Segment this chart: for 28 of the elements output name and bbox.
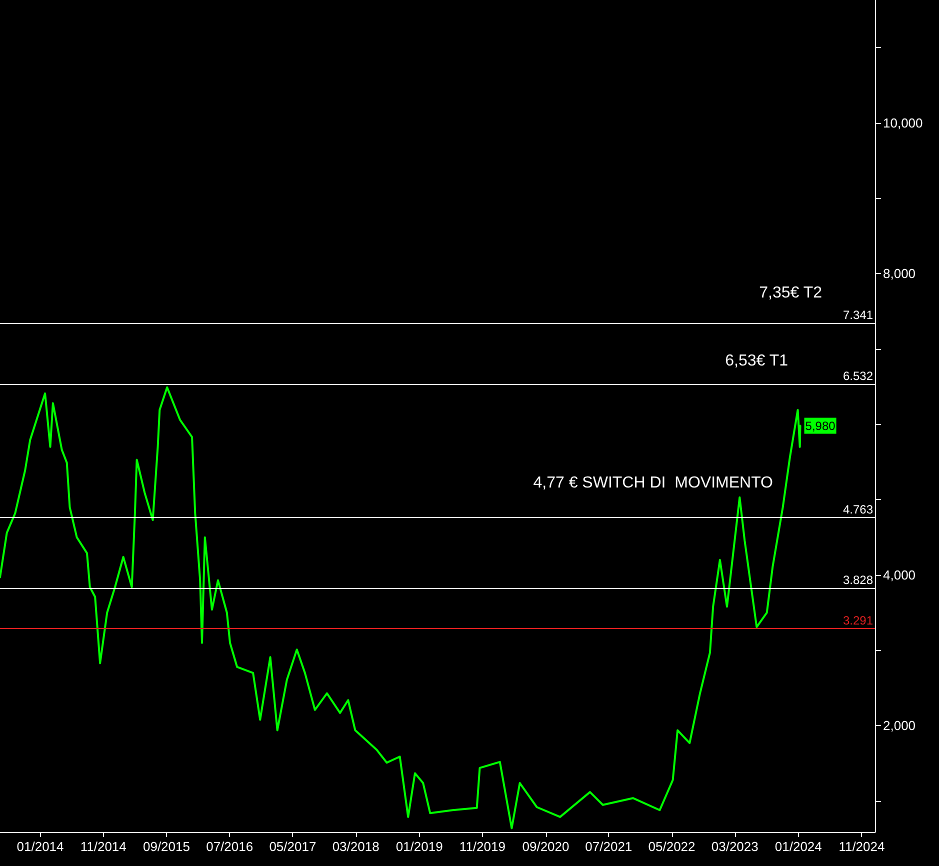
x-tick-label: 09/2020 xyxy=(522,839,570,854)
x-tick-label: 11/2014 xyxy=(80,839,126,854)
annotation: 4.763 xyxy=(842,502,874,517)
annotation: 6.532 xyxy=(842,369,874,384)
x-tick-label: 07/2016 xyxy=(206,839,254,854)
line-series xyxy=(0,386,802,830)
x-tick-label: 05/2022 xyxy=(648,839,696,854)
annotation: 6,53€ T1 xyxy=(725,352,788,370)
x-tick-label: 01/2014 xyxy=(16,839,64,854)
annotation: 4,77 € SWITCH DI MOVIMENTO xyxy=(533,474,773,492)
y-tick-label: 4,000 xyxy=(883,568,916,583)
x-tick-label: 07/2021 xyxy=(585,839,632,854)
x-tick-label: 03/2018 xyxy=(332,839,380,854)
x-tick-label: 09/2015 xyxy=(142,839,190,854)
y-tick-label: 8,000 xyxy=(883,266,916,282)
x-tick-label: 03/2023 xyxy=(711,839,758,854)
x-tick-label: 05/2017 xyxy=(269,839,316,854)
annotation: 7.341 xyxy=(842,308,874,322)
data-label: 5,980 xyxy=(805,418,836,433)
y-tick-label: 10,000 xyxy=(883,115,923,130)
annotation: 3.291 xyxy=(842,613,874,628)
y-tick-label: 2,000 xyxy=(883,718,916,734)
x-tick-label: 11/2019 xyxy=(459,839,506,854)
x-tick-label: 01/2019 xyxy=(396,839,443,854)
annotation: 7,35€ T2 xyxy=(759,284,822,302)
x-tick-label: 01/2024 xyxy=(774,839,822,854)
annotation: 3.828 xyxy=(842,572,874,587)
x-tick-label: 11/2024 xyxy=(838,839,885,854)
